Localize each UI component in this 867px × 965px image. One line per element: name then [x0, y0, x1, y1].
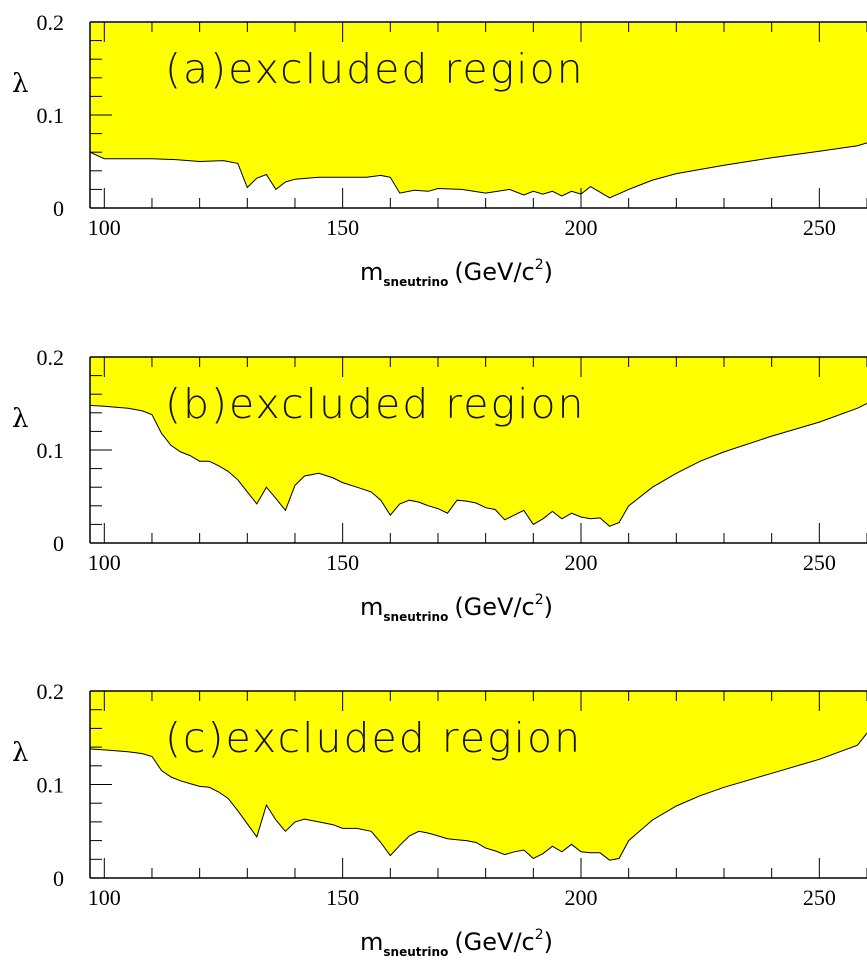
panel-a: 100 150 200 250 0 0.1 0.2 λ (a)excluded region ms…: [12, 10, 867, 289]
x-tick-label: 100: [88, 550, 121, 575]
panel-c: 100 150 200 250 0 0.1 0.2 λ (c)excluded region ms…: [12, 679, 867, 959]
x-tick-label: 200: [564, 215, 597, 240]
y-axis-label: λ: [12, 738, 28, 768]
excluded-region-annotation: (c)excluded region: [165, 714, 582, 762]
x-axis-label-subscript: sneutrino: [383, 945, 448, 959]
exclusion-boundary-line: [89, 403, 867, 527]
y-tick-label: 0.1: [37, 103, 65, 128]
x-axis-label-superscript: 2: [535, 592, 544, 608]
excluded-region-annotation: (b)excluded region: [165, 380, 586, 428]
x-axis-label: msneutrino (GeV/c2): [360, 592, 553, 624]
x-tick-label: 200: [564, 550, 597, 575]
x-axis-label-close: ): [544, 258, 553, 286]
x-tick-label: 150: [326, 550, 359, 575]
x-tick-label: 250: [803, 885, 836, 910]
x-tick-label: 200: [564, 885, 597, 910]
x-tick-label: 250: [803, 550, 836, 575]
x-axis-label-close: ): [544, 928, 553, 956]
excluded-region-fill: [90, 357, 867, 527]
x-axis-label-unit: (GeV/c: [454, 928, 534, 956]
x-axis-label-superscript: 2: [535, 257, 544, 273]
x-tick-label: 100: [88, 215, 121, 240]
x-axis-label-main: m: [360, 928, 383, 956]
y-tick-label: 0.2: [37, 679, 65, 704]
excluded-region-annotation: (a)excluded region: [165, 45, 585, 93]
exclusion-boundary-line: [89, 142, 867, 199]
x-axis-label-close: ): [544, 593, 553, 621]
excluded-region-fill: [90, 691, 867, 861]
x-axis-label-subscript: sneutrino: [383, 610, 448, 624]
exclusion-boundary-line: [89, 732, 867, 861]
x-axis-label-unit: (GeV/c: [454, 258, 534, 286]
x-axis-label-main: m: [360, 593, 383, 621]
y-tick-label: 0: [53, 196, 64, 221]
x-axis-label: msneutrino (GeV/c2): [360, 257, 553, 289]
y-tick-label: 0.2: [37, 345, 65, 370]
x-tick-label: 150: [326, 885, 359, 910]
x-tick-label: 250: [803, 215, 836, 240]
panel-b: 100 150 200 250 0 0.1 0.2 λ (b)excluded region ms…: [12, 345, 867, 624]
y-axis-label: λ: [12, 69, 28, 99]
x-tick-label: 150: [326, 215, 359, 240]
y-tick-label: 0.1: [37, 773, 65, 798]
x-axis-label-main: m: [360, 258, 383, 286]
y-axis-label: λ: [12, 404, 28, 434]
x-axis-label-subscript: sneutrino: [383, 275, 448, 289]
x-axis-label-superscript: 2: [535, 927, 544, 943]
x-axis-label: msneutrino (GeV/c2): [360, 927, 553, 959]
y-tick-label: 0: [53, 866, 64, 891]
excluded-region-fill: [90, 22, 867, 198]
y-tick-label: 0.1: [37, 438, 65, 463]
y-tick-label: 0: [53, 531, 64, 556]
y-tick-label: 0.2: [37, 10, 65, 35]
x-tick-label: 100: [88, 885, 121, 910]
x-axis-label-unit: (GeV/c: [454, 593, 534, 621]
